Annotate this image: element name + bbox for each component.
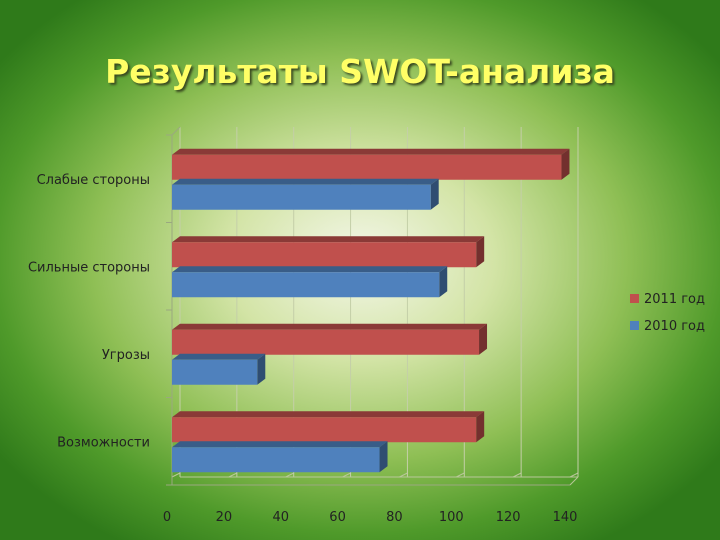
- bar-front: [172, 154, 562, 180]
- chart-legend: 2011 год 2010 год: [630, 292, 705, 334]
- category-label: Возможности: [57, 435, 150, 450]
- category-label: Угрозы: [102, 348, 150, 363]
- legend-label: 2011 год: [644, 292, 705, 307]
- wall-edge: [171, 126, 181, 136]
- bar-top: [172, 266, 448, 273]
- bar-front: [172, 359, 258, 385]
- gridline-floor: [456, 472, 465, 478]
- bar-side: [257, 353, 266, 385]
- x-tick-label: 140: [553, 510, 578, 525]
- bar-top: [172, 178, 439, 185]
- bar-top: [172, 441, 388, 448]
- legend-label: 2010 год: [644, 319, 705, 334]
- bar-side: [561, 148, 570, 180]
- bar: [172, 178, 439, 210]
- bar-front: [172, 184, 431, 210]
- x-tick-label: 60: [329, 510, 346, 525]
- x-tick-label: 80: [386, 510, 403, 525]
- bar-side: [479, 323, 488, 355]
- bar-side: [379, 441, 388, 473]
- bar: [172, 353, 266, 385]
- bar-side: [439, 266, 448, 298]
- bar-front: [172, 242, 477, 268]
- x-tick-label: 100: [439, 510, 464, 525]
- category-label: Слабые стороны: [37, 173, 150, 188]
- bar-front: [172, 417, 477, 443]
- legend-swatch: [630, 321, 639, 330]
- bar-top: [172, 236, 485, 243]
- category-label: Сильные стороны: [28, 260, 150, 275]
- bar-top: [172, 148, 570, 155]
- bar: [172, 441, 388, 473]
- bar-front: [172, 329, 480, 355]
- bar-front: [172, 272, 440, 298]
- bar-top: [172, 411, 485, 418]
- bar-side: [430, 178, 439, 210]
- gridline-floor: [285, 472, 294, 478]
- x-tick-label: 40: [272, 510, 289, 525]
- bar-top: [172, 353, 266, 360]
- bar-front: [172, 447, 380, 473]
- chart-bars: [172, 148, 570, 473]
- gridline-floor: [399, 472, 408, 478]
- bar: [172, 323, 488, 355]
- gridline-floor: [569, 472, 579, 478]
- category-labels: Возможности Угрозы Сильные стороны Слабые с…: [28, 173, 150, 451]
- bar-side: [476, 236, 485, 268]
- gridline-floor: [171, 472, 181, 478]
- x-tick-labels: 0 20 40 60 80 100 120 140: [163, 510, 578, 525]
- x-tick-label: 0: [163, 510, 171, 525]
- bar-top: [172, 323, 488, 330]
- gridline-floor: [342, 472, 351, 478]
- bar: [172, 148, 570, 180]
- legend-swatch: [630, 294, 639, 303]
- x-tick-label: 120: [496, 510, 521, 525]
- bar: [172, 411, 485, 443]
- gridline-floor: [512, 472, 522, 478]
- gridline-floor: [228, 472, 238, 478]
- floor-side-edge: [569, 476, 579, 486]
- x-tick-label: 20: [216, 510, 233, 525]
- bar: [172, 236, 485, 268]
- bar: [172, 266, 448, 298]
- bar-side: [476, 411, 485, 443]
- slide-title: Результаты SWOT-анализа: [105, 52, 615, 91]
